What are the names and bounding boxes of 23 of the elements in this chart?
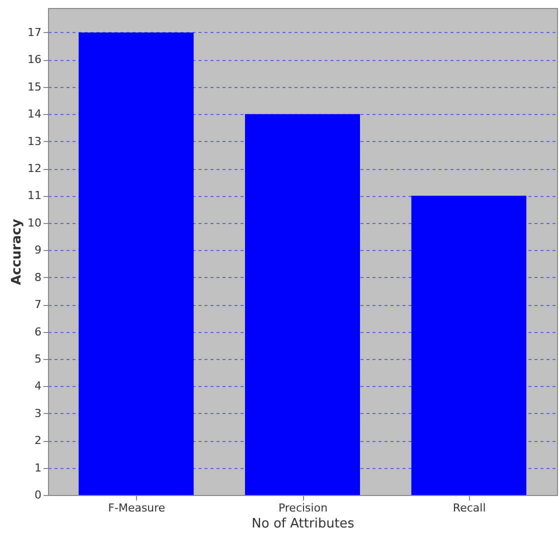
y-tick-label: 6 — [34, 325, 42, 338]
y-tick-label: 8 — [34, 270, 42, 284]
x-tick-label: F-Measure — [108, 502, 166, 514]
y-tick-label: 7 — [34, 298, 42, 312]
y-tick-label: 13 — [28, 134, 42, 148]
x-tick-label: Recall — [452, 502, 486, 514]
x-tick-label: Precision — [278, 502, 328, 514]
x-axis-title: No of Attributes — [252, 516, 355, 532]
y-tick-label: 4 — [34, 380, 42, 393]
y-axis-title: Accuracy — [10, 218, 25, 286]
y-tick-label: 10 — [28, 216, 42, 230]
y-tick-label: 5 — [34, 352, 42, 366]
y-tick-label: 2 — [34, 434, 42, 448]
y-tick-label: 14 — [28, 108, 42, 121]
y-tick-label: 9 — [34, 244, 42, 257]
y-tick-label: 3 — [34, 406, 42, 420]
y-tick-label: 0 — [34, 488, 42, 502]
y-tick-label: 16 — [28, 53, 42, 66]
y-tick-label: 11 — [28, 189, 42, 202]
y-tick-label: 12 — [28, 162, 42, 176]
y-tick-label: 17 — [28, 26, 42, 39]
y-tick-label: 1 — [34, 461, 42, 474]
y-tick-label: 15 — [28, 80, 42, 94]
